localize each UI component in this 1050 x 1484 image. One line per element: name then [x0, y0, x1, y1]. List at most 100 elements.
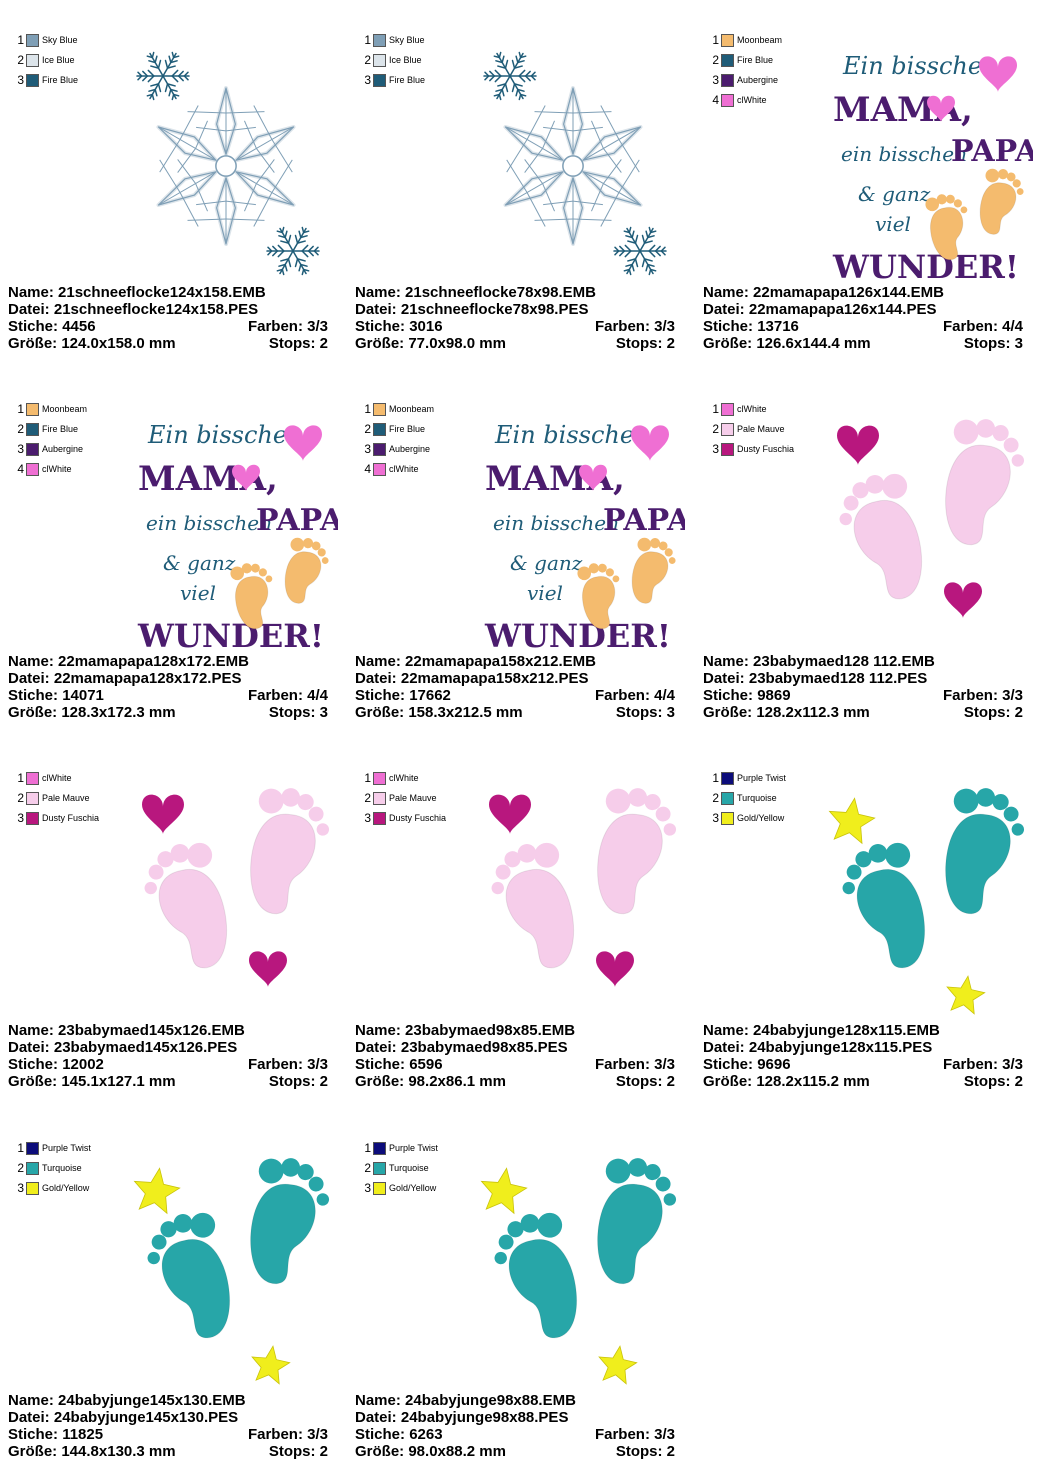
design-file-value: 21schneeflocke78x98.PES	[400, 301, 589, 318]
thread-name: Gold/Yellow	[389, 1183, 437, 1193]
info-row: Name: 22mamapapa158x212.EMB	[355, 653, 675, 670]
design-size: Größe: 128.3x172.3 mm	[8, 704, 176, 721]
thread-legend-row: 3 Gold/Yellow	[14, 1178, 91, 1198]
thread-color-swatch	[721, 442, 734, 456]
design-size: Größe: 77.0x98.0 mm	[355, 335, 506, 352]
stitch-count: Stiche: 6596	[355, 1056, 443, 1073]
thread-color-swatch	[373, 1141, 386, 1155]
design-name-label: Name:	[703, 284, 749, 301]
color-count: Farben: 3/3	[595, 1056, 675, 1073]
script-line-3: ein bisschen	[841, 142, 967, 166]
thread-legend-row: 2 Pale Mauve	[14, 788, 99, 808]
stop-count-value: 2	[1014, 1073, 1023, 1090]
info-row: Stiche: 13716 Farben: 4/4	[703, 318, 1023, 335]
color-count-value: 3/3	[1002, 1056, 1023, 1073]
thread-legend-row: 2 Turquoise	[709, 788, 786, 808]
heart-bottom	[249, 951, 287, 987]
star-top	[480, 1167, 528, 1215]
info-row: Datei: 23babymaed98x85.PES	[355, 1039, 675, 1056]
stitch-count: Stiche: 6263	[355, 1426, 443, 1443]
design-file-label: Datei:	[8, 1039, 50, 1056]
stop-count: Stops: 2	[964, 1073, 1023, 1090]
thread-legend-row: 2 Turquoise	[361, 1158, 438, 1178]
thread-name: Gold/Yellow	[42, 1183, 90, 1193]
star-bottom	[251, 1345, 291, 1385]
thread-number: 2	[17, 53, 24, 67]
color-count-label: Farben:	[942, 318, 998, 335]
stitch-count: Stiche: 3016	[355, 318, 443, 335]
design-name-value: 23babymaed145x126.EMB	[58, 1022, 245, 1039]
design-file: Datei: 23babymaed98x85.PES	[355, 1039, 568, 1056]
thread-color-swatch	[721, 33, 734, 47]
color-count-label: Farben:	[594, 1056, 650, 1073]
thread-color-swatch	[26, 771, 39, 785]
info-row: Größe: 158.3x212.5 mm Stops: 3	[355, 704, 675, 721]
heart-bottom	[596, 951, 634, 987]
thread-name: Aubergine	[389, 444, 431, 454]
thread-number: 3	[712, 73, 719, 87]
info-row: Name: 24babyjunge98x88.EMB	[355, 1392, 675, 1409]
thread-name: Dusty Fuschia	[389, 813, 447, 823]
stitch-count: Stiche: 14071	[8, 687, 104, 704]
thread-name: Turquoise	[389, 1163, 429, 1173]
design-name: Name: 21schneeflocke78x98.EMB	[355, 284, 596, 301]
heart-small	[927, 95, 955, 122]
stop-count-value: 2	[319, 1443, 328, 1460]
thread-color-swatch	[721, 402, 734, 416]
info-row: Größe: 128.3x172.3 mm Stops: 3	[8, 704, 328, 721]
thread-legend-row: 2 Ice Blue	[361, 50, 425, 70]
thread-name: Purple Twist	[737, 773, 786, 783]
info-row: Stiche: 3016 Farben: 3/3	[355, 318, 675, 335]
thread-color-swatch	[26, 791, 39, 805]
design-name-value: 21schneeflocke124x158.EMB	[58, 284, 266, 301]
stop-count: Stops: 3	[269, 704, 328, 721]
design-file-label: Datei:	[355, 1409, 397, 1426]
thread-color-swatch	[26, 462, 39, 476]
thread-name: Aubergine	[737, 75, 779, 85]
stop-count-value: 2	[1014, 704, 1023, 721]
info-row: Stiche: 12002 Farben: 3/3	[8, 1056, 328, 1073]
color-count-value: 3/3	[654, 1426, 675, 1443]
script-line-3: ein bisschen	[493, 511, 619, 535]
design-file-label: Datei:	[355, 670, 397, 687]
thread-legend: 1 Moonbeam 2 Fire Blue 3 Aubergine 4 clWhite	[14, 399, 87, 479]
thread-number: 3	[17, 1181, 24, 1195]
design-preview	[803, 764, 1033, 1019]
thread-number: 3	[364, 73, 371, 87]
papa-text: PAPA,	[603, 503, 685, 538]
small-snowflake-bottom	[266, 226, 320, 276]
thread-color-swatch	[721, 811, 734, 825]
info-row: Datei: 22mamapapa128x172.PES	[8, 670, 328, 687]
thread-name: Moonbeam	[389, 404, 435, 414]
snowflake-icon	[136, 51, 320, 276]
design-file-value: 24babyjunge145x130.PES	[53, 1409, 239, 1426]
design-size-value: 126.6x144.4 mm	[756, 335, 871, 352]
thread-legend-row: 3 Dusty Fuschia	[14, 808, 99, 828]
design-card: 1 Moonbeam 2 Fire Blue 3 Aubergine 4 clWhite Ein…	[8, 385, 338, 745]
color-count: Farben: 3/3	[943, 687, 1023, 704]
thread-legend-row: 4 clWhite	[14, 459, 87, 479]
design-file-label: Datei:	[8, 670, 50, 687]
thread-legend-row: 2 Turquoise	[14, 1158, 91, 1178]
baby-feet-hearts-icon	[837, 419, 1025, 618]
info-row: Datei: 24babyjunge128x115.PES	[703, 1039, 1023, 1056]
design-info: Name: 22mamapapa126x144.EMB Datei: 22mama…	[703, 284, 1023, 352]
design-name: Name: 22mamapapa158x212.EMB	[355, 653, 596, 670]
design-file-label: Datei:	[703, 670, 745, 687]
stitch-count-label: Stiche:	[355, 318, 406, 335]
info-row: Größe: 128.2x112.3 mm Stops: 2	[703, 704, 1023, 721]
foot-left	[491, 842, 575, 969]
thread-color-swatch	[373, 442, 386, 456]
thread-name: Pale Mauve	[389, 793, 437, 803]
stitch-count-label: Stiche:	[703, 687, 754, 704]
stop-count: Stops: 2	[964, 704, 1023, 721]
thread-legend-row: 1 Moonbeam	[14, 399, 87, 419]
heart-top	[837, 425, 879, 465]
thread-number: 1	[17, 1141, 24, 1155]
thread-number: 1	[364, 33, 371, 47]
thread-legend-row: 3 Dusty Fuschia	[709, 439, 794, 459]
foot-right	[945, 419, 1025, 546]
color-count-value: 3/3	[307, 318, 328, 335]
design-file: Datei: 21schneeflocke124x158.PES	[8, 301, 258, 318]
script-line-5: viel	[527, 581, 563, 605]
